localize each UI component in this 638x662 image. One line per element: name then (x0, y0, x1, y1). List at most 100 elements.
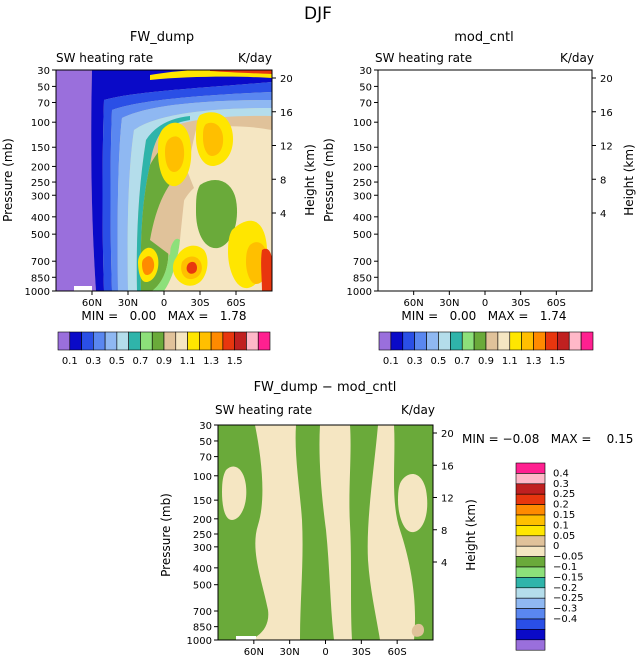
band-mid-blue (110, 92, 272, 291)
band-cream-left (150, 168, 194, 255)
colorbar-swatch (515, 545, 546, 557)
colorbar-label: 0.5 (430, 356, 446, 367)
colorbar-swatch (69, 331, 82, 351)
colorbar-label: 1.1 (502, 356, 518, 367)
x-tick-label: 30S (352, 647, 371, 658)
colorbar-swatch (515, 577, 546, 589)
height-tick-label: 12 (280, 142, 293, 153)
colorbar-label: 0.9 (478, 356, 494, 367)
panel-c-title: FW_dump − mod_cntl (254, 380, 397, 395)
y-tick-label: 1000 (347, 287, 372, 298)
y-tick-label: 850 (193, 623, 212, 634)
panel-c-colorbar: 0.40.30.250.20.150.10.050−0.05−0.1−0.15−… (515, 462, 584, 651)
colorbar-label: 0.1 (383, 356, 399, 367)
panel-c-subtitle-right: K/day (401, 403, 435, 417)
y-tick-label: 400 (193, 564, 212, 575)
colorbar-swatch (580, 331, 594, 351)
height-tick-label: 4 (441, 558, 447, 569)
colorbar-label: 0.9 (156, 356, 172, 367)
colorbar-label: −0.2 (553, 583, 577, 594)
colorbar-label: 0 (553, 541, 559, 552)
y-tick-label: 250 (193, 530, 212, 541)
band-cream-left (472, 168, 516, 255)
colorbar-label: 1.3 (203, 356, 219, 367)
y-tick-label: 400 (31, 213, 50, 224)
panel-b-subtitle-left: SW heating rate (375, 51, 472, 65)
x-tick-label: 30N (280, 647, 300, 658)
y-tick-label: 500 (193, 581, 212, 592)
y-tick-label: 1000 (187, 636, 212, 647)
colorbar-label: 1.5 (227, 356, 243, 367)
y-tick-label: 150 (31, 143, 50, 154)
band-royal (425, 82, 595, 291)
colorbar-label: 0.3 (553, 479, 569, 490)
top-red-a (210, 70, 272, 74)
colorbar-label: 0.05 (553, 531, 575, 542)
colorbar-label: 0.7 (454, 356, 470, 367)
band-mid-blue (433, 92, 595, 291)
edge-red-a (261, 248, 272, 291)
y-tick-label: 300 (193, 543, 212, 554)
colorbar-swatch (378, 331, 392, 351)
colorbar-swatch (515, 493, 546, 505)
colorbar-swatch (485, 331, 499, 351)
colorbar-swatch (515, 566, 546, 578)
green-right-center (349, 425, 380, 640)
y-tick-label: 30 (359, 66, 372, 77)
height-tick-label: 16 (600, 108, 613, 119)
blob-orange-b2 (525, 125, 545, 155)
blob-green-center (518, 180, 559, 248)
colorbar-label: −0.1 (553, 562, 577, 573)
panel-c-axes: 30 50 70 100 150 200 250 300 400 500 700 850 1000 20 1… (187, 421, 454, 658)
y-tick-label: 50 (199, 437, 212, 448)
colorbar-label: 0.2 (553, 500, 569, 511)
height-tick-label: 4 (280, 209, 286, 220)
panel-b-colorbar: 0.1 0.3 0.5 0.7 0.9 1.1 1.3 1.5 (378, 331, 594, 367)
colorbar-swatch (234, 331, 247, 351)
colorbar-swatch (515, 629, 546, 641)
green-center (295, 425, 334, 640)
colorbar-swatch (509, 331, 522, 351)
colorbar-swatch (402, 331, 415, 351)
y-tick-label: 300 (31, 191, 50, 202)
y-tick-label: 500 (31, 230, 50, 241)
colorbar-label: −0.15 (553, 572, 584, 583)
blob-orange-b3 (503, 256, 524, 279)
colorbar-swatch (210, 331, 224, 351)
x-tick-label: 30N (439, 298, 459, 309)
y-tick-label: 300 (353, 191, 372, 202)
panel-b-subtitle-right: K/day (560, 51, 594, 65)
colorbar-swatch (515, 535, 546, 547)
colorbar-swatch (390, 331, 404, 351)
panel-c-stats: MIN = −0.08 MAX = 0.15 (462, 432, 633, 446)
panel-b-ylabel-right: Height (km) (622, 144, 636, 215)
height-tick-label: 4 (600, 209, 606, 220)
y-tick-label: 30 (199, 421, 212, 432)
colorbar-swatch (515, 483, 546, 495)
x-tick-label: 60N (404, 298, 424, 309)
colorbar-label: 0.5 (109, 356, 125, 367)
panel-b-stats: MIN = 0.00 MAX = 1.74 (401, 309, 566, 323)
x-tick-label: 60N (244, 647, 264, 658)
blob-orange-b1 (487, 138, 506, 172)
colorbar-label: 0.3 (85, 356, 101, 367)
colorbar-swatch (545, 331, 558, 351)
y-tick-label: 200 (31, 162, 50, 173)
height-tick-label: 12 (600, 142, 613, 153)
band-navy (413, 70, 594, 291)
colorbar-swatch (515, 556, 546, 568)
panel-b-ylabel: Pressure (mb) (322, 138, 336, 222)
colorbar-swatch (57, 331, 71, 351)
cream-island-left (222, 466, 247, 520)
colorbar-swatch (163, 331, 177, 351)
blob-yellow-b2 (518, 112, 555, 166)
colorbar-swatch (521, 331, 534, 351)
colorbar-swatch (515, 587, 546, 599)
orange-spot (411, 623, 424, 637)
blob-red-a3 (186, 261, 197, 274)
colorbar-swatch (246, 331, 259, 351)
x-tick-label: 60S (547, 298, 566, 309)
height-tick-label: 8 (280, 175, 286, 186)
x-tick-label: 60S (388, 647, 407, 658)
